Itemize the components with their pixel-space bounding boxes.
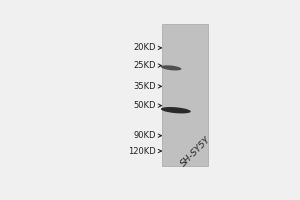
Bar [162,24,208,166]
Text: SH-SY5Y: SH-SY5Y [179,135,212,168]
Ellipse shape [161,65,182,70]
Text: 90KD: 90KD [134,131,156,140]
Text: 50KD: 50KD [134,101,156,110]
Text: 25KD: 25KD [134,61,156,70]
Text: 20KD: 20KD [134,43,156,52]
Ellipse shape [161,107,191,113]
Text: 35KD: 35KD [134,82,156,91]
Text: 120KD: 120KD [128,147,156,156]
